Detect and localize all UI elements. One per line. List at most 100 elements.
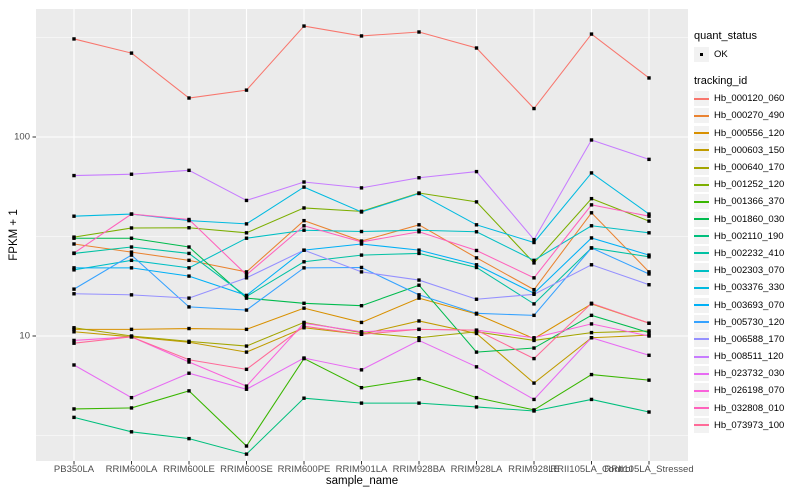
- data-point-Hb_008511_120: [417, 176, 421, 180]
- data-point-Hb_000270_490: [72, 242, 76, 246]
- data-point-Hb_001860_030: [589, 313, 594, 318]
- legend-key-icon: [694, 314, 709, 330]
- legend-item-Hb_006588_170: Hb_006588_170: [694, 331, 800, 348]
- series-color-swatch: [694, 389, 709, 392]
- data-point-Hb_032808_010: [532, 276, 536, 280]
- data-point-Hb_003376_330: [647, 212, 651, 216]
- legend-item-Hb_000556_120: Hb_000556_120: [694, 125, 800, 142]
- data-point-Hb_003693_070: [589, 236, 594, 240]
- series-color-swatch: [694, 269, 709, 272]
- series-color-swatch: [694, 200, 709, 203]
- data-point-Hb_006588_170: [129, 293, 134, 297]
- legend-label: Hb_000120_060: [714, 93, 785, 105]
- data-point-Hb_000120_060: [129, 51, 134, 55]
- legend-label: Hb_073973_100: [714, 419, 785, 431]
- legend: quant_status OK tracking_id Hb_000120_06…: [694, 0, 800, 434]
- data-point-Hb_002303_070: [244, 236, 249, 240]
- data-point-Hb_008511_120: [474, 169, 479, 174]
- legend-label: Hb_002110_190: [714, 230, 784, 242]
- data-point-Hb_000270_490: [417, 223, 421, 227]
- legend-key-icon: [694, 108, 709, 124]
- data-point-Hb_000270_490: [187, 258, 191, 263]
- legend-key-icon: [694, 228, 709, 244]
- data-point-Hb_023732_030: [589, 336, 594, 340]
- legend-key-icon: [694, 125, 709, 141]
- data-point-Hb_000120_060: [474, 46, 479, 50]
- data-point-Hb_003376_330: [532, 240, 536, 245]
- x-tick-label: RRII105LA_Stressed: [604, 464, 694, 475]
- legend-item-Hb_003693_070: Hb_003693_070: [694, 296, 800, 313]
- legend-item-Hb_002110_190: Hb_002110_190: [694, 228, 800, 245]
- data-point-Hb_005730_120: [532, 313, 536, 318]
- data-point-Hb_008511_120: [302, 180, 306, 184]
- legend-key-icon: [694, 177, 709, 193]
- data-point-Hb_000603_150: [417, 319, 421, 323]
- x-tick-label: RRIM928LE: [508, 464, 560, 475]
- data-point-Hb_001252_120: [187, 226, 191, 230]
- data-point-Hb_000120_060: [589, 32, 594, 36]
- data-point-Hb_023732_030: [244, 387, 249, 391]
- data-point-Hb_023732_030: [187, 371, 191, 375]
- quant-status-key: [694, 47, 709, 63]
- data-point-Hb_000556_120: [417, 296, 421, 300]
- data-point-Hb_002110_190: [589, 397, 594, 402]
- legend-item-quant-ok: OK: [694, 46, 800, 63]
- data-point-Hb_032808_010: [302, 224, 306, 228]
- data-point-Hb_001252_120: [302, 206, 306, 210]
- data-point-Hb_005730_120: [589, 246, 594, 250]
- data-point-Hb_001252_120: [647, 219, 651, 223]
- data-point-Hb_002303_070: [647, 231, 651, 235]
- series-color-swatch: [694, 355, 709, 358]
- data-point-Hb_073973_100: [72, 341, 76, 345]
- data-point-Hb_003693_070: [187, 274, 191, 278]
- tracking-id-legend: Hb_000120_060 Hb_000270_490 Hb_000556_120 H…: [694, 90, 800, 434]
- data-point-Hb_005730_120: [244, 308, 249, 312]
- data-point-Hb_006588_170: [647, 283, 651, 287]
- data-point-Hb_073973_100: [417, 327, 421, 332]
- data-point-Hb_026198_070: [532, 336, 536, 340]
- point-marker-icon: [699, 52, 704, 57]
- legend-label: Hb_003693_070: [714, 299, 785, 311]
- data-point-Hb_001252_120: [474, 200, 479, 204]
- data-point-Hb_003693_070: [474, 263, 479, 267]
- data-point-Hb_008511_120: [532, 237, 536, 242]
- data-point-Hb_001860_030: [359, 303, 364, 308]
- legend-key-icon: [694, 263, 709, 279]
- data-point-Hb_001860_030: [532, 346, 536, 350]
- data-point-Hb_032808_010: [647, 214, 651, 218]
- legend-item-Hb_001252_120: Hb_001252_120: [694, 176, 800, 193]
- data-point-Hb_002303_070: [589, 224, 594, 228]
- data-point-Hb_006588_170: [474, 297, 479, 301]
- data-point-Hb_006588_170: [302, 248, 306, 252]
- data-point-Hb_002232_410: [359, 253, 364, 257]
- data-point-Hb_000120_060: [302, 24, 306, 28]
- data-point-Hb_006588_170: [244, 276, 249, 280]
- legend-key-icon: [694, 417, 709, 433]
- legend-item-Hb_000120_060: Hb_000120_060: [694, 90, 800, 107]
- legend-label: Hb_002303_070: [714, 265, 785, 277]
- legend-key-icon: [694, 245, 709, 261]
- data-point-Hb_032808_010: [359, 240, 364, 244]
- data-point-Hb_023732_030: [129, 395, 134, 400]
- data-point-Hb_023732_030: [647, 353, 651, 357]
- data-point-Hb_000640_170: [532, 338, 536, 343]
- legend-item-Hb_000640_170: Hb_000640_170: [694, 159, 800, 176]
- legend-key-icon: [694, 349, 709, 365]
- series-color-swatch: [694, 424, 709, 427]
- data-point-Hb_073973_100: [474, 328, 479, 332]
- data-point-Hb_000120_060: [72, 37, 76, 41]
- data-point-Hb_001860_030: [129, 236, 134, 240]
- x-axis-title: sample_name: [325, 475, 399, 487]
- legend-item-Hb_001860_030: Hb_001860_030: [694, 211, 800, 228]
- data-point-Hb_073973_100: [129, 335, 134, 339]
- data-point-Hb_002110_190: [244, 452, 249, 456]
- data-point-Hb_003693_070: [359, 242, 364, 246]
- y-axis-title: FPKM + 1: [8, 209, 20, 261]
- legend-key-icon: [694, 400, 709, 416]
- data-point-Hb_026198_070: [589, 322, 594, 326]
- data-point-Hb_000120_060: [187, 96, 191, 100]
- data-point-Hb_001366_370: [72, 407, 76, 411]
- data-point-Hb_008511_120: [187, 168, 191, 173]
- data-point-Hb_005730_120: [474, 311, 479, 316]
